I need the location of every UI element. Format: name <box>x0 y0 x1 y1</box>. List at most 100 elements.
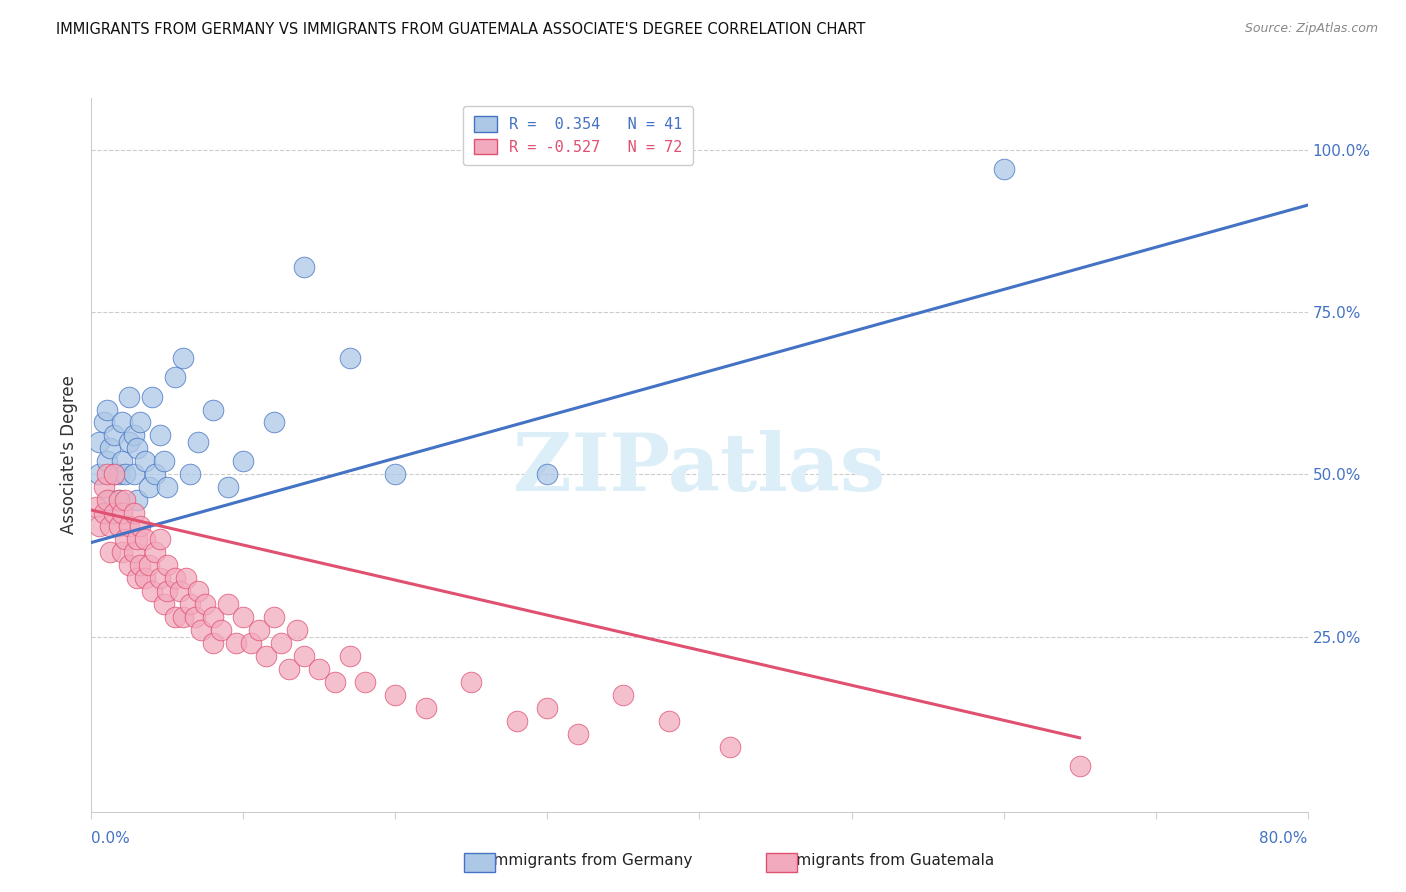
Point <box>415 701 437 715</box>
Legend: R =  0.354   N = 41, R = -0.527   N = 72: R = 0.354 N = 41, R = -0.527 N = 72 <box>463 106 693 165</box>
Text: Source: ZipAtlas.com: Source: ZipAtlas.com <box>1244 22 1378 36</box>
Point <box>118 390 141 404</box>
Point <box>107 493 129 508</box>
Point <box>149 571 172 585</box>
Point <box>125 493 148 508</box>
Point <box>202 610 225 624</box>
Point <box>107 467 129 482</box>
Point <box>658 714 681 728</box>
Point <box>202 636 225 650</box>
Point <box>93 480 115 494</box>
Point <box>187 434 209 449</box>
Point <box>993 162 1015 177</box>
Point <box>143 545 166 559</box>
Point <box>156 558 179 573</box>
Point <box>125 571 148 585</box>
Point <box>96 402 118 417</box>
Point <box>98 545 121 559</box>
Point <box>114 493 136 508</box>
Point <box>96 467 118 482</box>
Point <box>98 493 121 508</box>
Point <box>225 636 247 650</box>
Point <box>118 434 141 449</box>
Point <box>308 662 330 676</box>
Text: Immigrants from Germany: Immigrants from Germany <box>489 854 692 868</box>
Point <box>141 584 163 599</box>
Point <box>384 688 406 702</box>
Point <box>270 636 292 650</box>
Point <box>111 416 134 430</box>
Point <box>184 610 207 624</box>
Point <box>460 675 482 690</box>
Point <box>87 519 110 533</box>
Point <box>339 648 361 663</box>
Point <box>129 519 152 533</box>
Point <box>612 688 634 702</box>
Point <box>134 533 156 547</box>
Point <box>111 454 134 468</box>
Point <box>107 519 129 533</box>
Point <box>536 701 558 715</box>
Point <box>134 571 156 585</box>
Point <box>129 416 152 430</box>
Point <box>87 467 110 482</box>
Point <box>232 454 254 468</box>
Point <box>153 597 176 611</box>
Point <box>254 648 277 663</box>
Point <box>292 260 315 274</box>
Point <box>190 623 212 637</box>
Point <box>187 584 209 599</box>
Point <box>125 533 148 547</box>
Point <box>138 558 160 573</box>
Point <box>247 623 270 637</box>
Point <box>134 454 156 468</box>
Point <box>153 454 176 468</box>
Point <box>1069 759 1091 773</box>
Point <box>718 739 741 754</box>
Point <box>232 610 254 624</box>
Point <box>122 545 145 559</box>
Point <box>217 480 239 494</box>
Point <box>149 533 172 547</box>
Point <box>114 467 136 482</box>
Point <box>209 623 232 637</box>
Point <box>125 442 148 456</box>
Point <box>169 584 191 599</box>
Point <box>122 467 145 482</box>
Point <box>194 597 217 611</box>
Point <box>129 558 152 573</box>
Point <box>278 662 301 676</box>
Point <box>141 390 163 404</box>
Point <box>354 675 377 690</box>
Point <box>87 434 110 449</box>
Point <box>179 597 201 611</box>
Point <box>107 493 129 508</box>
Point <box>339 351 361 365</box>
Point <box>103 467 125 482</box>
Point <box>93 416 115 430</box>
Point <box>202 402 225 417</box>
Point <box>96 454 118 468</box>
Point <box>156 584 179 599</box>
Point <box>143 467 166 482</box>
Point <box>174 571 197 585</box>
Point <box>114 533 136 547</box>
Point <box>118 519 141 533</box>
Point <box>103 467 125 482</box>
Point <box>103 506 125 520</box>
Text: ZIPatlas: ZIPatlas <box>513 430 886 508</box>
Text: IMMIGRANTS FROM GERMANY VS IMMIGRANTS FROM GUATEMALA ASSOCIATE'S DEGREE CORRELAT: IMMIGRANTS FROM GERMANY VS IMMIGRANTS FR… <box>56 22 866 37</box>
Y-axis label: Associate's Degree: Associate's Degree <box>59 376 77 534</box>
Point <box>567 727 589 741</box>
Text: Immigrants from Guatemala: Immigrants from Guatemala <box>778 854 994 868</box>
Point <box>217 597 239 611</box>
Point <box>122 506 145 520</box>
Point <box>285 623 308 637</box>
Point <box>103 428 125 442</box>
Point <box>98 519 121 533</box>
Point <box>172 351 194 365</box>
Point <box>138 480 160 494</box>
Point <box>111 545 134 559</box>
Point <box>240 636 263 650</box>
Point <box>156 480 179 494</box>
